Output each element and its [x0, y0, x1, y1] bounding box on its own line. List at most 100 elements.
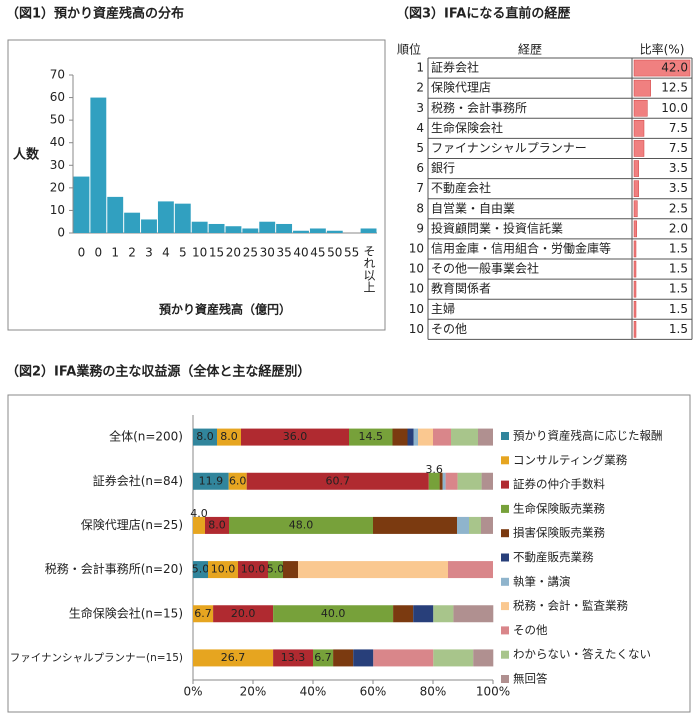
legend-label: 預かり資産残高に応じた報酬	[513, 429, 663, 443]
x-tick-label: 45	[310, 246, 325, 260]
category: 税務・会計事務所	[431, 100, 527, 115]
bar	[633, 220, 637, 238]
data-label: 11.9	[199, 474, 224, 487]
bar-segment	[193, 428, 217, 446]
bar-segment	[298, 561, 448, 579]
value-label: 3.5	[669, 181, 688, 195]
x-tick-label: 40%	[300, 685, 327, 699]
bar	[124, 212, 141, 233]
rank: 10	[409, 262, 424, 276]
data-label: 6.7	[194, 607, 212, 620]
bar-segment	[433, 428, 451, 446]
x-tick-label: 20	[226, 246, 241, 260]
bar	[633, 180, 639, 197]
x-tick-label: 60%	[360, 685, 387, 699]
legend-label: わからない・答えたくない	[513, 647, 651, 661]
bar	[309, 228, 326, 233]
bar	[633, 140, 645, 157]
rank: 9	[416, 221, 424, 235]
data-label: 36.0	[283, 430, 308, 443]
bar-segment	[442, 472, 446, 490]
bar-segment	[393, 605, 414, 623]
category: ファイナンシャルプランナー	[431, 141, 587, 155]
category: その他	[431, 322, 467, 336]
bar-segment	[283, 561, 298, 579]
bar	[107, 196, 124, 233]
legend-label: 損害保険販売業務	[513, 526, 605, 540]
bar-segment	[241, 428, 349, 446]
rank: 2	[416, 81, 424, 95]
value-label: 7.5	[669, 121, 688, 135]
y-tick-label: 50	[50, 113, 65, 127]
bar-segment	[451, 428, 478, 446]
bar-segment	[246, 472, 429, 490]
rank: 7	[416, 181, 424, 195]
legend-swatch	[501, 480, 509, 489]
x-tick-label: それ以上	[362, 245, 376, 293]
data-label: 8.0	[196, 430, 214, 443]
bar-segment	[478, 428, 493, 446]
bar	[633, 59, 691, 77]
frame	[7, 39, 386, 331]
data-label: 6.0	[229, 474, 247, 487]
x-tick-label: 0%	[183, 685, 202, 699]
bar-segment	[373, 516, 457, 534]
y-tick-label: 証券会社(n=84)	[93, 473, 183, 488]
data-label: 6.7	[314, 651, 332, 664]
bar-segment	[457, 516, 469, 534]
bar-segment	[439, 472, 443, 490]
data-label: 48.0	[289, 518, 314, 531]
value-label: 3.5	[669, 161, 688, 175]
bar-segment	[193, 472, 229, 490]
category: 不動産会社	[431, 180, 491, 195]
bar-segment	[433, 605, 454, 623]
bar-segment	[273, 605, 394, 623]
bar-segment	[473, 649, 494, 667]
bar-segment	[469, 516, 481, 534]
rank: 6	[416, 161, 424, 175]
x-tick-label: 80%	[420, 685, 447, 699]
bar-segment	[268, 561, 283, 579]
bar-segment	[407, 428, 414, 446]
rank: 4	[416, 121, 424, 135]
chart-title: （図2）IFA業務の主な収益源（全体と主な経歴別）	[6, 364, 310, 380]
bar-segment	[205, 516, 229, 534]
category: 証券会社	[431, 60, 479, 75]
bar	[633, 240, 637, 258]
legend-label: コンサルティング業務	[513, 453, 628, 467]
y-tick-label: 10	[50, 203, 65, 217]
data-label: 5.0	[192, 563, 210, 576]
category: その他一般事業会社	[431, 261, 539, 276]
x-tick-label: 5	[179, 246, 187, 260]
bar-segment	[238, 561, 268, 579]
bar	[633, 260, 637, 278]
y-tick-label: ファイナンシャルプランナー(n=15)	[10, 652, 183, 664]
y-axis-title: 人数	[13, 147, 40, 163]
category: 主婦	[431, 301, 455, 316]
bar-segment	[373, 649, 434, 667]
x-tick-label: 4	[162, 246, 170, 260]
category: 銀行	[431, 161, 455, 175]
bar	[73, 176, 90, 233]
y-tick-label: 0	[57, 226, 65, 240]
bar-segment	[428, 472, 440, 490]
bar	[633, 160, 639, 177]
bar	[633, 321, 637, 338]
x-tick-label: 10	[192, 246, 207, 260]
value-label: 1.5	[669, 322, 688, 336]
bar-segment	[445, 472, 458, 490]
rank: 10	[409, 302, 424, 316]
rank: 10	[409, 282, 424, 296]
data-label: 8.0	[220, 430, 238, 443]
bar	[633, 300, 637, 318]
x-tick-label: 1	[111, 246, 119, 260]
rank: 5	[416, 141, 424, 155]
bar	[276, 223, 293, 233]
legend-label: 証券の仲介手数料	[513, 477, 605, 491]
category: 教育関係者	[431, 281, 491, 296]
column-header: 順位	[397, 42, 421, 57]
value-label: 2.0	[669, 221, 688, 235]
value-label: 12.5	[661, 81, 688, 95]
x-tick-label: 30	[260, 246, 275, 260]
rank: 10	[409, 241, 424, 255]
